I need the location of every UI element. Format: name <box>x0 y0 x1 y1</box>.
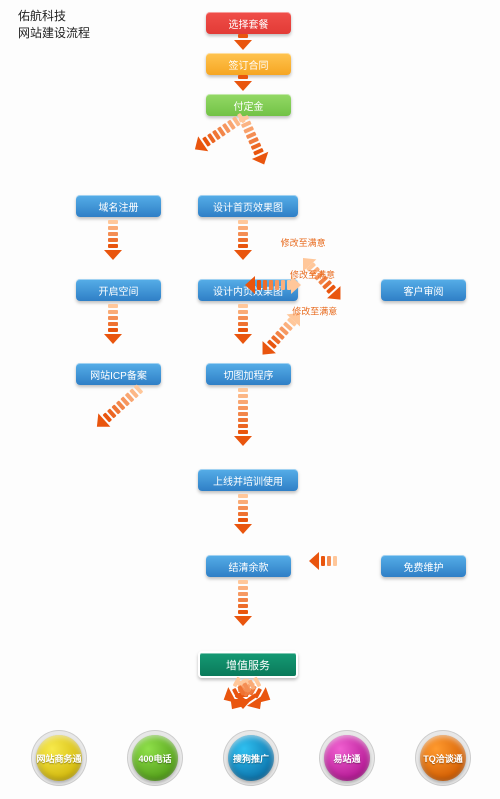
arrow-a9 <box>91 381 146 433</box>
service-circle-c3: 搜狗推广 <box>228 735 274 781</box>
flow-node-n1: 选择套餐 <box>206 12 291 34</box>
service-circle-c1: 网站商务通 <box>36 735 82 781</box>
arrow-label: 修改至满意 <box>281 236 326 249</box>
arrow-a5 <box>104 220 122 260</box>
flow-node-n12: 结清余款 <box>206 555 291 577</box>
service-circle-c4: 易站通 <box>324 735 370 781</box>
title-line2: 网站建设流程 <box>18 25 90 42</box>
flow-node-n4: 域名注册 <box>76 195 161 217</box>
arrow-label: 修改至满意 <box>290 268 335 281</box>
service-circle-c2: 400电话 <box>132 735 178 781</box>
page-title: 佑航科技 网站建设流程 <box>18 8 90 43</box>
flow-node-n3: 付定金 <box>206 94 291 116</box>
arrow-a10 <box>234 388 252 446</box>
flow-node-n8: 客户审阅 <box>381 279 466 301</box>
flow-node-n2: 签订合同 <box>206 53 291 75</box>
flow-node-n6: 开启空间 <box>76 279 161 301</box>
arrow-a15: 修改至满意 <box>245 276 301 294</box>
arrow-a12 <box>234 580 252 626</box>
flow-node-n13: 免费维护 <box>381 555 466 577</box>
arrow-a11 <box>234 494 252 534</box>
service-circle-c5: TQ洽谈通 <box>420 735 466 781</box>
arrow-a4 <box>190 110 248 157</box>
arrow-a6 <box>234 220 252 260</box>
arrow-a13 <box>309 552 337 570</box>
flow-node-n10: 切图加程序 <box>206 363 291 385</box>
flow-node-n11: 上线并培训使用 <box>198 469 298 491</box>
title-line1: 佑航科技 <box>18 8 90 25</box>
arrow-a8 <box>234 304 252 344</box>
flow-node-n9: 网站ICP备案 <box>76 363 161 385</box>
flow-node-n5: 设计首页效果图 <box>198 195 298 217</box>
arrow-label: 修改至满意 <box>292 304 337 317</box>
arrow-a16: 修改至满意 <box>256 307 307 361</box>
arrow-a2 <box>234 75 252 91</box>
arrow-a1 <box>234 34 252 50</box>
flow-node-n14: 增值服务 <box>198 651 298 678</box>
arrow-a7 <box>104 304 122 344</box>
